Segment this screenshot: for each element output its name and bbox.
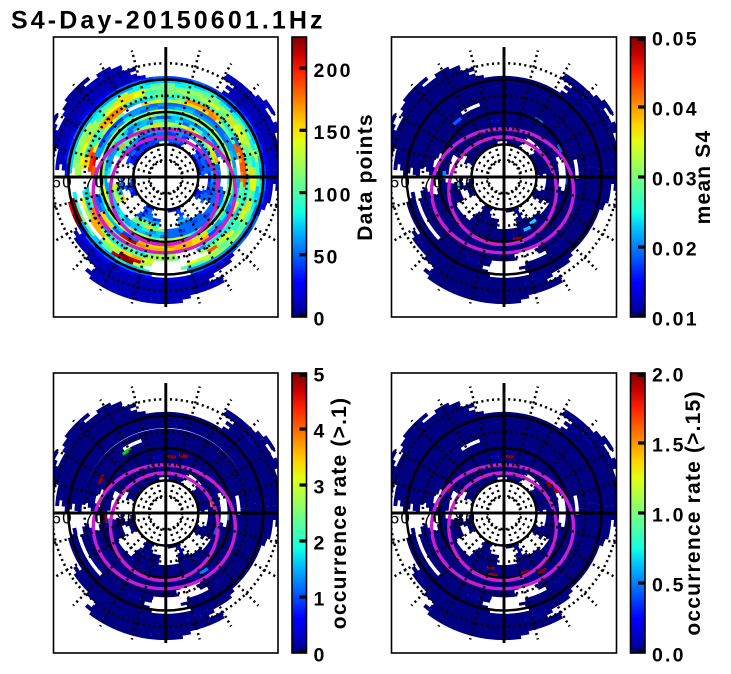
svg-text:1: 1 [314, 589, 327, 611]
svg-text:70: 70 [422, 509, 443, 528]
svg-text:70: 70 [84, 173, 105, 192]
svg-text:0.01: 0.01 [652, 309, 699, 331]
svg-text:occurrence rate (>.1): occurrence rate (>.1) [328, 397, 351, 629]
svg-text:mean S4: mean S4 [692, 130, 715, 225]
svg-text:0.03: 0.03 [652, 169, 699, 191]
svg-text:80: 80 [116, 509, 137, 528]
svg-text:occurrence rate (>.15): occurrence rate (>.15) [682, 390, 705, 635]
svg-text:50: 50 [314, 247, 340, 269]
svg-text:80: 80 [455, 173, 476, 192]
svg-text:60: 60 [51, 509, 72, 528]
svg-text:0.5: 0.5 [652, 575, 686, 597]
svg-text:200: 200 [314, 60, 353, 82]
svg-text:80: 80 [455, 509, 476, 528]
svg-text:4: 4 [314, 421, 327, 443]
svg-text:0.02: 0.02 [652, 239, 699, 261]
svg-text:2.0: 2.0 [652, 365, 686, 387]
svg-text:0: 0 [314, 645, 327, 667]
svg-text:150: 150 [314, 122, 353, 144]
svg-text:0.05: 0.05 [652, 29, 699, 51]
svg-text:0.0: 0.0 [652, 645, 686, 667]
svg-text:70: 70 [422, 173, 443, 192]
svg-text:1.0: 1.0 [652, 505, 686, 527]
svg-text:80: 80 [116, 173, 137, 192]
svg-text:S4-Day-20150601.1Hz: S4-Day-20150601.1Hz [11, 7, 326, 35]
svg-text:60: 60 [390, 173, 411, 192]
svg-text:0: 0 [314, 309, 327, 331]
svg-text:3: 3 [314, 477, 327, 499]
svg-text:100: 100 [314, 184, 353, 206]
svg-text:2: 2 [314, 533, 327, 555]
svg-text:5: 5 [314, 365, 327, 387]
svg-text:1.5: 1.5 [652, 435, 686, 457]
svg-text:0.04: 0.04 [652, 99, 699, 121]
svg-text:Data points: Data points [354, 113, 377, 241]
svg-text:70: 70 [84, 509, 105, 528]
svg-text:60: 60 [390, 509, 411, 528]
svg-text:60: 60 [51, 173, 72, 192]
